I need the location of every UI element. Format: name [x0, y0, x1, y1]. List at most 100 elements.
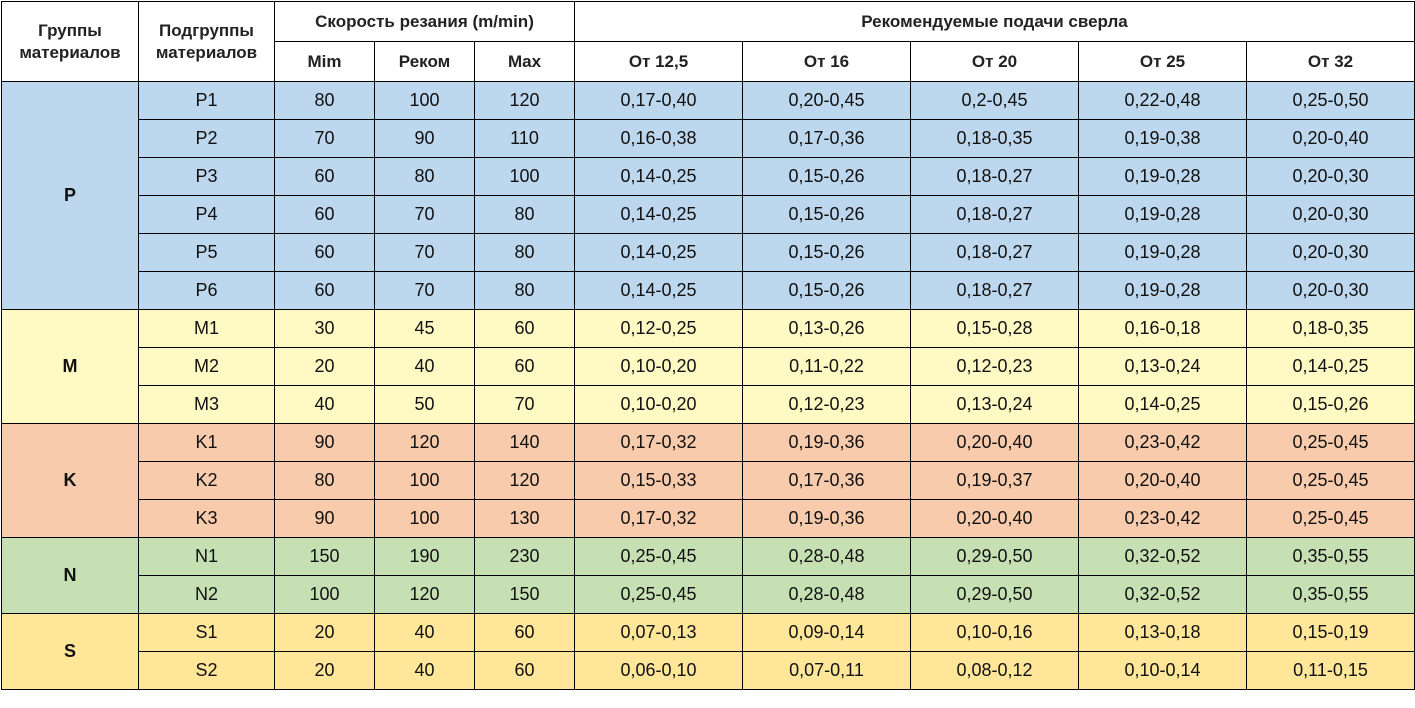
- table-row: K2 80 100 120 0,15-0,33 0,17-0,36 0,19-0,37 0,2…: [1, 461, 1415, 500]
- feed-cell: 0,20-0,40: [1078, 461, 1248, 500]
- feed-cell: 0,23-0,42: [1078, 423, 1248, 462]
- feed-cell: 0,15-0,26: [742, 157, 912, 196]
- header-row-1: Группы материалов Подгруппы материалов С…: [1, 1, 1415, 82]
- speed-cell: 70: [374, 195, 475, 234]
- table-row: S2 20 40 60 0,06-0,10 0,07-0,11 0,08-0,12 0,10-…: [1, 651, 1415, 690]
- feed-cell: 0,35-0,55: [1246, 575, 1415, 614]
- feed-cell: 0,18-0,35: [910, 119, 1080, 158]
- feed-cell: 0,16-0,38: [574, 119, 744, 158]
- material-group-cell: N: [1, 537, 139, 614]
- feed-cell: 0,10-0,20: [574, 347, 744, 386]
- speed-cell: 45: [374, 309, 475, 348]
- feed-cell: 0,25-0,45: [1246, 499, 1415, 538]
- feed-cell: 0,18-0,27: [910, 271, 1080, 310]
- speed-cell: 120: [473, 81, 576, 120]
- feed-cell: 0,06-0,10: [574, 651, 744, 690]
- table-row: P5 60 70 80 0,14-0,25 0,15-0,26 0,18-0,27 0,19-…: [1, 233, 1415, 272]
- speed-cell: 130: [473, 499, 576, 538]
- subgroup-cell: P6: [138, 271, 275, 310]
- feed-cell: 0,15-0,26: [742, 271, 912, 310]
- speed-cell: 120: [473, 461, 576, 500]
- speed-cell: 60: [473, 347, 576, 386]
- header-feed-12-5: От 12,5: [574, 41, 744, 82]
- speed-cell: 80: [274, 461, 375, 500]
- speed-cell: 60: [473, 651, 576, 690]
- table-row: N N1 150 190 230 0,25-0,45 0,28-0,48 0,29-0,50 0…: [1, 537, 1415, 614]
- feed-cell: 0,28-0,48: [742, 575, 912, 614]
- speed-cell: 100: [374, 499, 475, 538]
- feed-cell: 0,15-0,28: [910, 309, 1080, 348]
- table-row: N2 100 120 150 0,25-0,45 0,28-0,48 0,29-0,50 0,…: [1, 575, 1415, 614]
- material-group-cell: P: [1, 81, 139, 310]
- table-row: S S1 20 40 60 0,07-0,13 0,09-0,14 0,10-0,16 0,13…: [1, 613, 1415, 690]
- subgroup-cell: P4: [138, 195, 275, 234]
- feed-cell: 0,25-0,50: [1246, 81, 1415, 120]
- header-speed-rec: Реком: [374, 41, 475, 82]
- subgroup-cell: N2: [138, 575, 275, 614]
- header-speed: Скорость резания (m/min): [273, 1, 576, 42]
- subgroup-cell: M1: [138, 309, 275, 348]
- feed-cell: 0,17-0,40: [574, 81, 744, 120]
- header-feed-32: От 32: [1246, 41, 1415, 82]
- feed-cell: 0,15-0,26: [1246, 385, 1415, 424]
- feed-cell: 0,11-0,22: [742, 347, 912, 386]
- table-body: P P1 80 100 120 0,17-0,40 0,20-0,45 0,2-0,45 0,2…: [1, 81, 1415, 690]
- speed-cell: 20: [274, 613, 375, 652]
- feed-cell: 0,23-0,42: [1078, 499, 1248, 538]
- feed-cell: 0,17-0,36: [742, 461, 912, 500]
- table-row: M M1 30 45 60 0,12-0,25 0,13-0,26 0,15-0,28 0,16…: [1, 309, 1415, 424]
- feed-cell: 0,13-0,18: [1078, 613, 1248, 652]
- subgroup-cell: K2: [138, 461, 275, 500]
- feed-cell: 0,15-0,26: [742, 195, 912, 234]
- header-speed-max: Max: [473, 41, 576, 82]
- table-row: P2 70 90 110 0,16-0,38 0,17-0,36 0,18-0,35 0,19…: [1, 119, 1415, 158]
- feed-cell: 0,20-0,40: [910, 499, 1080, 538]
- speed-cell: 60: [274, 195, 375, 234]
- speed-cell: 70: [374, 271, 475, 310]
- speed-cell: 20: [274, 651, 375, 690]
- table-row: P6 60 70 80 0,14-0,25 0,15-0,26 0,18-0,27 0,19-…: [1, 271, 1415, 310]
- feed-cell: 0,15-0,26: [742, 233, 912, 272]
- feed-cell: 0,18-0,27: [910, 195, 1080, 234]
- subgroup-cell: S2: [138, 651, 275, 690]
- feed-cell: 0,19-0,28: [1078, 271, 1248, 310]
- feed-cell: 0,13-0,24: [910, 385, 1080, 424]
- feed-cell: 0,29-0,50: [910, 537, 1080, 576]
- feed-cell: 0,15-0,33: [574, 461, 744, 500]
- speed-cell: 100: [374, 81, 475, 120]
- feed-cell: 0,10-0,16: [910, 613, 1080, 652]
- speed-cell: 190: [374, 537, 475, 576]
- speed-cell: 140: [473, 423, 576, 462]
- subgroup-cell: K3: [138, 499, 275, 538]
- material-group-cell: K: [1, 423, 139, 538]
- header-subgroup: Подгруппы материалов: [138, 1, 275, 82]
- header-speed-min: Mim: [274, 41, 375, 82]
- material-group-cell: M: [1, 309, 139, 424]
- feed-cell: 0,18-0,27: [910, 157, 1080, 196]
- feed-cell: 0,20-0,40: [910, 423, 1080, 462]
- speed-cell: 80: [473, 233, 576, 272]
- speed-cell: 80: [374, 157, 475, 196]
- speed-cell: 40: [374, 347, 475, 386]
- material-group-cell: S: [1, 613, 139, 690]
- speed-cell: 70: [473, 385, 576, 424]
- speed-cell: 100: [374, 461, 475, 500]
- feed-cell: 0,19-0,38: [1078, 119, 1248, 158]
- speed-cell: 70: [374, 233, 475, 272]
- table-header: Группы материалов Подгруппы материалов С…: [1, 1, 1415, 82]
- speed-cell: 90: [274, 423, 375, 462]
- feed-cell: 0,13-0,26: [742, 309, 912, 348]
- table-row: M3 40 50 70 0,10-0,20 0,12-0,23 0,13-0,24 0,14-…: [1, 385, 1415, 424]
- speed-cell: 40: [374, 613, 475, 652]
- subgroup-cell: P5: [138, 233, 275, 272]
- feed-cell: 0,19-0,28: [1078, 233, 1248, 272]
- subgroup-cell: K1: [138, 423, 275, 462]
- subgroup-cell: N1: [138, 537, 275, 576]
- subgroup-cell: P2: [138, 119, 275, 158]
- speed-cell: 80: [473, 271, 576, 310]
- feed-cell: 0,07-0,13: [574, 613, 744, 652]
- feed-cell: 0,13-0,24: [1078, 347, 1248, 386]
- feed-cell: 0,10-0,14: [1078, 651, 1248, 690]
- feed-cell: 0,20-0,30: [1246, 233, 1415, 272]
- feed-cell: 0,20-0,30: [1246, 271, 1415, 310]
